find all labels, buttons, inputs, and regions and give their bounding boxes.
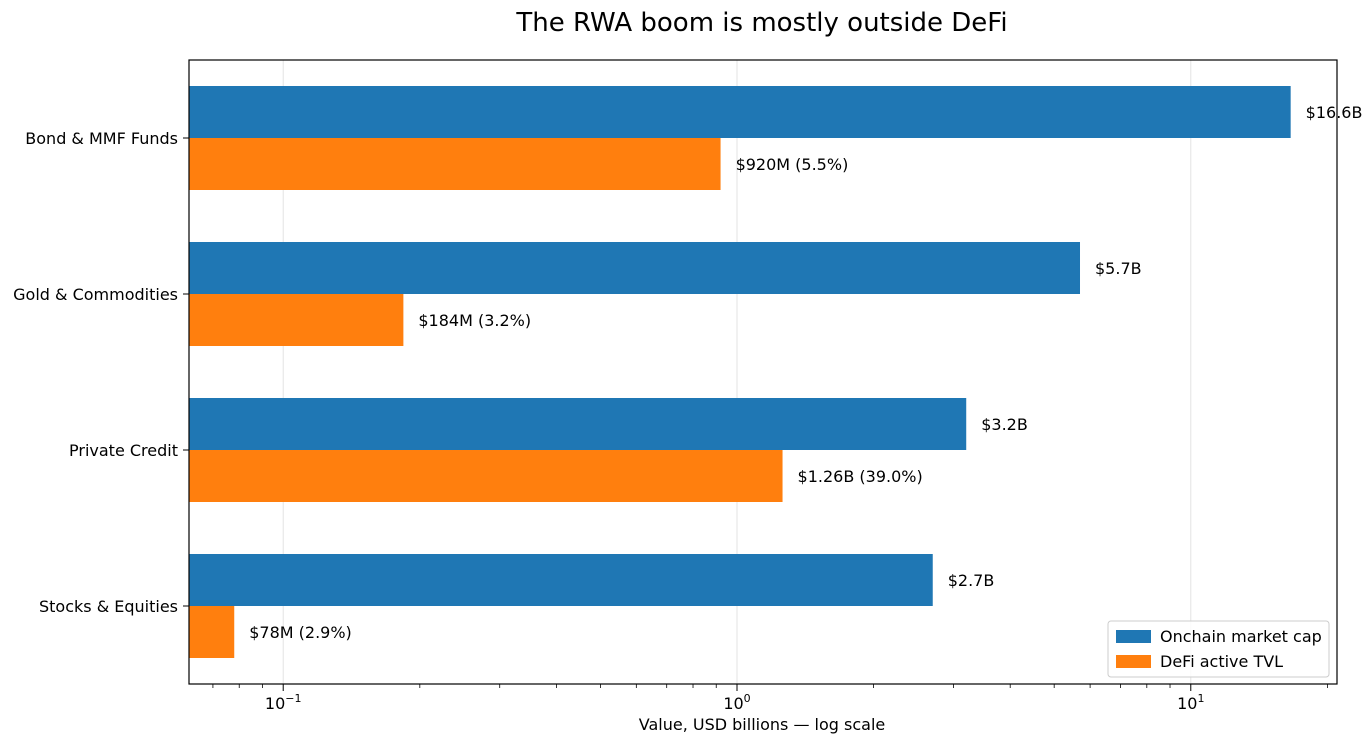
data-label-defi-active-tvl-stocks-equities: $78M (2.9%) — [249, 623, 352, 642]
chart-title: The RWA boom is mostly outside DeFi — [515, 8, 1007, 38]
x-axis-label: Value, USD billions — log scale — [639, 715, 885, 734]
legend-box — [1107, 620, 1330, 678]
bar-defi-active-tvl-bond-mmf-funds — [189, 138, 721, 190]
bar-defi-active-tvl-stocks-equities — [189, 606, 235, 658]
bar-onchain-market-cap-private-credit — [189, 398, 967, 450]
data-label-defi-active-tvl-bond-mmf-funds: $920M (5.5%) — [736, 155, 849, 174]
bar-onchain-market-cap-gold-commodities — [189, 242, 1081, 294]
legend-label-defi-active-tvl: DeFi active TVL — [1160, 652, 1283, 671]
bar-labels: $16.6B $920M (5.5%) $5.7B $184M (3.2%) $3.2B… — [249, 103, 1362, 642]
data-label-onchain-market-cap-bond-mmf-funds: $16.6B — [1306, 103, 1363, 122]
x-axis: 10−1 100 101 — [212, 684, 1328, 713]
data-label-defi-active-tvl-gold-commodities: $184M (3.2%) — [418, 311, 531, 330]
data-label-onchain-market-cap-private-credit: $3.2B — [981, 415, 1028, 434]
data-label-onchain-market-cap-gold-commodities: $5.7B — [1095, 259, 1142, 278]
legend-label-onchain-market-cap: Onchain market cap — [1160, 627, 1322, 646]
plot-frame — [188, 59, 1338, 685]
legend: Onchain market cap DeFi active TVL — [1107, 620, 1330, 678]
category-label-gold-commodities: Gold & Commodities — [13, 285, 178, 304]
x-tick-label: 10−1 — [265, 692, 302, 713]
bars — [189, 86, 1291, 658]
bar-defi-active-tvl-gold-commodities — [189, 294, 404, 346]
category-label-stocks-equities: Stocks & Equities — [39, 597, 178, 616]
category-label-bond-mmf-funds: Bond & MMF Funds — [25, 129, 178, 148]
x-tick-label: 100 — [723, 692, 750, 713]
bar-defi-active-tvl-private-credit — [189, 450, 783, 502]
legend-swatch-defi-active-tvl — [1116, 655, 1151, 668]
category-label-private-credit: Private Credit — [69, 441, 178, 460]
y-axis: Bond & MMF Funds Gold & Commodities Privat… — [13, 129, 189, 616]
legend-swatch-onchain-market-cap — [1116, 630, 1151, 643]
bar-onchain-market-cap-bond-mmf-funds — [189, 86, 1291, 138]
bar-onchain-market-cap-stocks-equities — [189, 554, 933, 606]
x-tick-label: 101 — [1177, 692, 1204, 713]
data-label-onchain-market-cap-stocks-equities: $2.7B — [948, 571, 995, 590]
data-label-defi-active-tvl-private-credit: $1.26B (39.0%) — [798, 467, 923, 486]
